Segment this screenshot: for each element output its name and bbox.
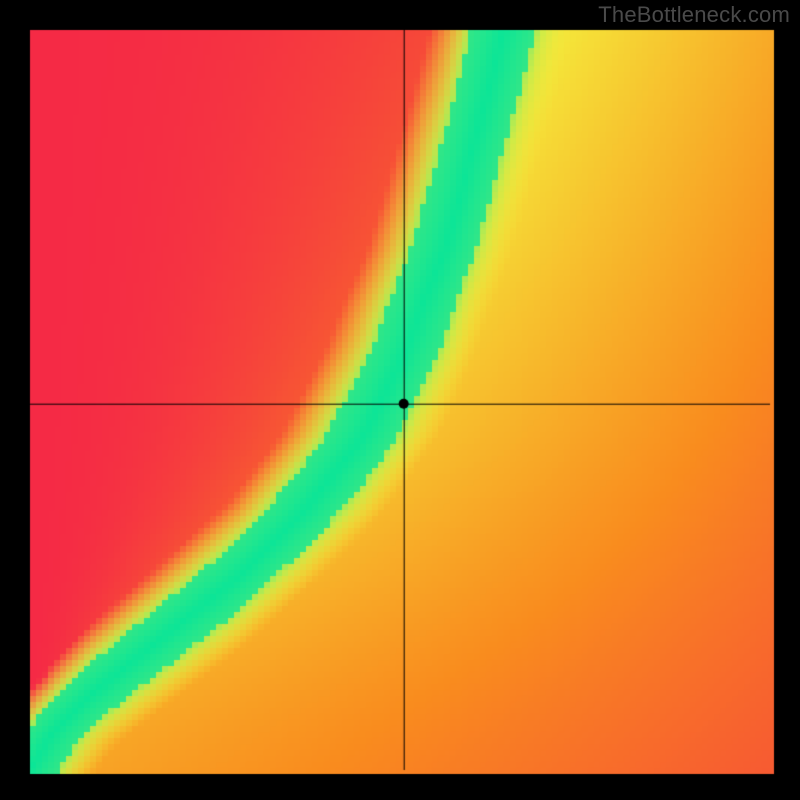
watermark-label: TheBottleneck.com [598, 2, 790, 28]
chart-root: TheBottleneck.com [0, 0, 800, 800]
heatmap-canvas [0, 0, 800, 800]
